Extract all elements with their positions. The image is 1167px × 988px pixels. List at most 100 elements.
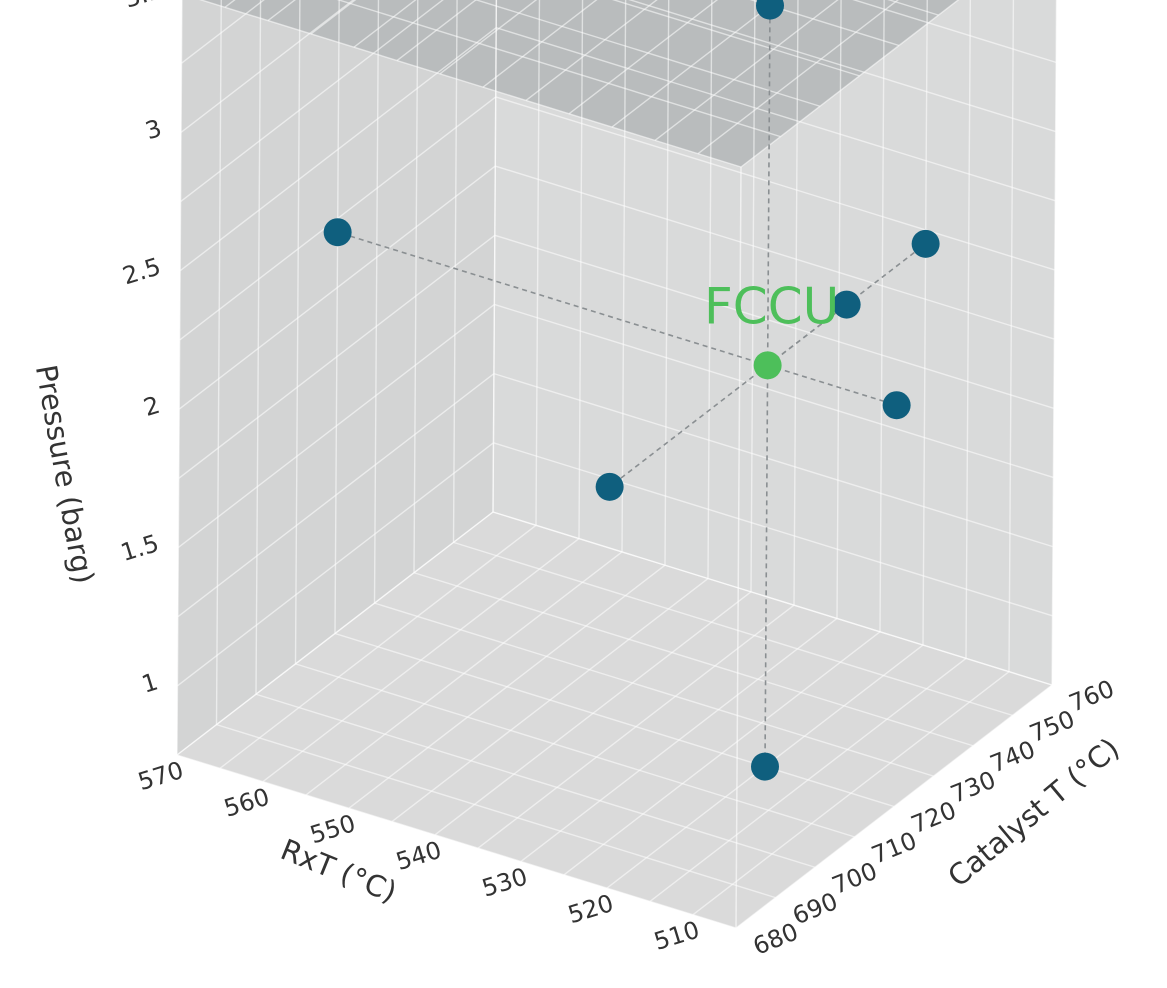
gridline-x-wall: [1008, 0, 1015, 672]
gridline-z-wall-x: [177, 442, 494, 687]
gridline-x-top: [568, 0, 719, 115]
gridline-x-top: [396, 0, 477, 62]
connector-line: [764, 365, 769, 767]
chart-points: [323, 0, 940, 781]
connector-line: [337, 231, 768, 367]
connector-line: [767, 303, 848, 366]
gridline-y-wall: [492, 0, 498, 513]
gridline-z-wall-x: [178, 165, 496, 410]
gridline-z-wall-x: [179, 27, 497, 272]
gridline-x-wall: [836, 0, 842, 619]
gridline-y-top: [611, 0, 860, 77]
y-tick-label: 690: [789, 887, 842, 930]
y-tick-label: 740: [986, 735, 1039, 778]
y-tick-label: 710: [868, 826, 921, 869]
fccu-annotation: FCCU: [704, 277, 839, 335]
gridline-y-wall: [373, 0, 380, 604]
data-point[interactable]: [882, 391, 911, 420]
gridline-x-top: [482, 0, 598, 88]
data-point[interactable]: [911, 229, 940, 258]
data-point[interactable]: [323, 218, 352, 247]
gridline-y-top: [199, 0, 742, 168]
connector-line: [609, 364, 769, 488]
gridline-x-wall: [664, 0, 670, 566]
gridline-x-top: [525, 0, 658, 102]
fccu-center-point[interactable]: [753, 351, 782, 380]
gridline-y-floor: [413, 572, 974, 747]
gridline-y-top: [474, 0, 821, 107]
gridline-z-wall-y: [493, 372, 1054, 548]
gridline-x-wall: [750, 0, 756, 592]
data-point[interactable]: [756, 0, 784, 20]
gridline-z-wall-y: [628, 0, 1056, 133]
gridline-z-wall-y: [495, 165, 1055, 340]
gridline-y-floor: [216, 723, 776, 899]
gridline-y-floor: [374, 602, 934, 777]
x-tick-label: 570: [135, 756, 187, 796]
data-point[interactable]: [595, 472, 624, 501]
gridline-x-wall: [621, 0, 627, 552]
gridline-z-wall-y: [493, 442, 1053, 617]
gridline-z-wall-x: [181, 0, 265, 64]
x-tick-label: 540: [393, 836, 445, 876]
gridline-x-wall: [1051, 0, 1058, 686]
gridline-x-top: [439, 0, 538, 75]
gridline-z-wall-x: [180, 0, 355, 133]
y-tick-label: 720: [907, 796, 960, 839]
x-axis-title: RxT (°C): [276, 832, 402, 909]
y-tick-label: 750: [1026, 705, 1079, 748]
gridline-x-wall: [793, 0, 799, 606]
chart-gridlines: [176, 0, 1058, 929]
connector-line: [767, 364, 897, 407]
y-tick-label: 730: [947, 766, 1000, 809]
gridline-y-top: [336, 0, 781, 138]
z-tick-label: 2: [140, 391, 163, 422]
gridline-z-wall-x: [180, 0, 444, 203]
back-wall-y: [493, 0, 1057, 685]
z-axis-title: Pressure (barg): [29, 362, 101, 586]
gridline-x-top: [353, 0, 417, 48]
x-tick-label: 520: [565, 889, 617, 929]
gridline-z-wall-y: [495, 96, 1055, 271]
z-tick-label: 3.5: [121, 0, 166, 14]
gridline-z-wall-x: [176, 511, 494, 756]
gridline-z-wall-x: [178, 234, 496, 479]
gridline-x-wall: [578, 0, 584, 539]
gridline-y-wall: [294, 0, 301, 664]
x-tick-label: 560: [221, 783, 273, 823]
gridline-y-wall: [215, 0, 222, 725]
x-tick-label: 530: [479, 862, 531, 902]
gridline-y-wall: [413, 0, 419, 573]
gridline-y-wall: [255, 0, 262, 695]
gridline-x-wall: [879, 0, 885, 632]
gridline-z-wall-y: [494, 234, 1055, 409]
gridline-y-wall: [334, 0, 340, 634]
gridline-z-wall-y: [492, 511, 1053, 686]
gridline-z-wall-x: [177, 303, 495, 549]
gridline-x-wall: [707, 0, 713, 579]
z-tick-label: 1.5: [117, 529, 162, 567]
gridline-y-floor: [334, 632, 895, 808]
data-point[interactable]: [751, 752, 779, 781]
data-point[interactable]: [832, 290, 861, 319]
gridline-x-wall: [535, 0, 541, 526]
gridline-x-wall: [965, 0, 972, 659]
z-tick-label: 1: [138, 667, 161, 698]
gridline-z-wall-x: [177, 373, 495, 618]
gridline-y-floor: [453, 541, 1013, 717]
chart-walls: [177, 0, 1057, 929]
gridline-y-top: [749, 0, 900, 47]
connector-line: [766, 5, 771, 366]
y-tick-label: 680: [749, 918, 802, 961]
gridline-z-wall-y: [495, 27, 1056, 202]
y-tick-label: 700: [828, 857, 881, 900]
gridline-y-wall: [452, 0, 458, 543]
gridline-y-floor: [255, 693, 816, 868]
top-face: [201, 0, 959, 167]
z-tick-label: 3: [142, 114, 165, 145]
gridline-y-floor: [295, 663, 855, 838]
x-tick-label: 510: [651, 916, 703, 956]
y-tick-label: 760: [1065, 675, 1118, 718]
